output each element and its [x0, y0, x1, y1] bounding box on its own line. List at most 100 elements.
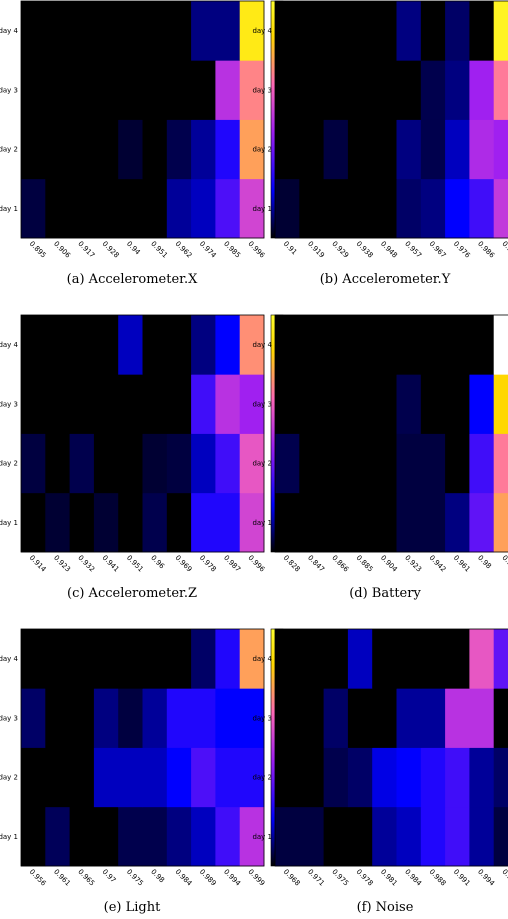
- heatmap-cell: [396, 629, 422, 689]
- heatmap-cell: [239, 747, 265, 808]
- heatmap-cell: [118, 1, 143, 61]
- heatmap-cell: [299, 315, 324, 375]
- heatmap-panel-6: day 1 day 2 day 3 day 4 0.968 0.971 0.975 0.978…: [252, 628, 508, 915]
- heatmap-cell: [215, 374, 241, 434]
- heatmap-cell: [275, 629, 300, 689]
- heatmap-cell: [69, 806, 95, 867]
- heatmap-cell: [420, 178, 446, 239]
- y-tick-label: day 3: [0, 86, 18, 94]
- heatmap-cell: [469, 806, 495, 867]
- heatmap-cell: [21, 747, 46, 808]
- heatmap-cell: [323, 688, 349, 748]
- heatmap-cell: [396, 688, 422, 748]
- heatmap-cell: [445, 119, 470, 180]
- x-tick-label: 0.948: [379, 240, 399, 260]
- heatmap-cell: [21, 315, 46, 375]
- x-tick-label: 0.941: [101, 554, 121, 574]
- heatmap-cell: [45, 60, 70, 120]
- heatmap-cell: [493, 629, 508, 689]
- heatmap-cell: [469, 374, 495, 434]
- x-tick-label: 0.98: [149, 868, 166, 885]
- heatmap-cell: [493, 492, 508, 553]
- heatmap-cell: [323, 374, 349, 434]
- y-tick-label: day 1: [252, 519, 272, 527]
- heatmap-cell: [93, 629, 119, 689]
- y-tick-label: day 2: [252, 774, 272, 782]
- heatmap-cell: [420, 1, 446, 61]
- heatmap-cell: [469, 178, 495, 239]
- heatmap-cell: [191, 806, 216, 867]
- heatmap-cell: [493, 688, 508, 748]
- heatmap-cell: [323, 1, 349, 61]
- heatmap-cell: [396, 374, 422, 434]
- heatmap-cell: [347, 60, 373, 120]
- heatmap-cell: [118, 747, 143, 808]
- heatmap-cell: [142, 315, 168, 375]
- x-tick-label: 0.929: [330, 240, 350, 260]
- heatmap-cell: [445, 433, 470, 494]
- x-tick-label: 0.984: [403, 868, 423, 888]
- heatmap-cell: [93, 433, 119, 494]
- heatmap-cell: [372, 806, 397, 867]
- heatmap-cell: [420, 315, 446, 375]
- heatmap-cell: [69, 629, 95, 689]
- x-tick-label: 0.985: [222, 240, 242, 260]
- heatmap-cell: [493, 433, 508, 494]
- heatmap-cell: [469, 688, 495, 748]
- heatmap-cell: [69, 492, 95, 553]
- heatmap-cell: [21, 374, 46, 434]
- panel-caption: (c) Accelerometer.Z: [67, 586, 197, 601]
- plot-frame: [274, 0, 508, 239]
- heatmap-panel-3: day 1 day 2 day 3 day 4 0.914 0.923 0.932 0.941…: [0, 314, 295, 601]
- plot-frame: [20, 0, 265, 239]
- heatmap-cell: [469, 629, 495, 689]
- heatmap-cell: [166, 60, 192, 120]
- heatmap-cell: [420, 747, 446, 808]
- panel-caption: (f) Noise: [357, 900, 414, 915]
- x-tick-label: 0.961: [452, 554, 472, 574]
- heatmap-cell: [215, 315, 241, 375]
- heatmap-cell: [93, 492, 119, 553]
- heatmap-cell: [21, 1, 46, 61]
- x-tick-label: 0.904: [379, 554, 399, 574]
- heatmap-cell: [239, 315, 265, 375]
- x-tick-label: 0.98: [476, 554, 493, 571]
- x-tick-label: 0.97: [101, 868, 118, 885]
- y-tick-label: day 2: [252, 146, 272, 154]
- x-tick-label: 0.998: [500, 868, 508, 888]
- heatmap-cell: [69, 119, 95, 180]
- x-tick-label: 0.919: [306, 240, 326, 260]
- heatmap-cell: [275, 315, 300, 375]
- x-tick-label: 0.996: [246, 554, 266, 574]
- heatmap-cell: [45, 315, 70, 375]
- heatmap-cell: [215, 629, 241, 689]
- heatmap-cell: [69, 688, 95, 748]
- heatmap-cell: [275, 1, 300, 61]
- heatmap-cell: [347, 178, 373, 239]
- heatmap-cell: [45, 629, 70, 689]
- heatmap-cell: [372, 60, 397, 120]
- heatmap-cell: [469, 119, 495, 180]
- heatmap-cell: [69, 1, 95, 61]
- heatmap-cell: [275, 374, 300, 434]
- plot-frame: [274, 628, 508, 867]
- heatmap-cell: [420, 629, 446, 689]
- x-tick-label: 0.989: [198, 868, 218, 888]
- heatmap-cell: [191, 60, 216, 120]
- heatmap-cell: [166, 178, 192, 239]
- x-tick-label: 0.986: [476, 240, 496, 260]
- heatmap-cell: [275, 60, 300, 120]
- heatmap-cell: [191, 119, 216, 180]
- heatmap-cell: [69, 315, 95, 375]
- heatmap-cell: [239, 629, 265, 689]
- heatmap-cell: [299, 806, 324, 867]
- heatmap-cell: [21, 688, 46, 748]
- x-tick-label: 0.974: [198, 240, 218, 260]
- heatmap-cell: [396, 119, 422, 180]
- heatmap-cell: [69, 374, 95, 434]
- x-tick-label: 0.956: [28, 868, 48, 888]
- heatmap-cell: [166, 492, 192, 553]
- heatmap-cell: [239, 688, 265, 748]
- x-tick-label: 0.965: [76, 868, 96, 888]
- x-tick-label: 0.951: [149, 240, 169, 260]
